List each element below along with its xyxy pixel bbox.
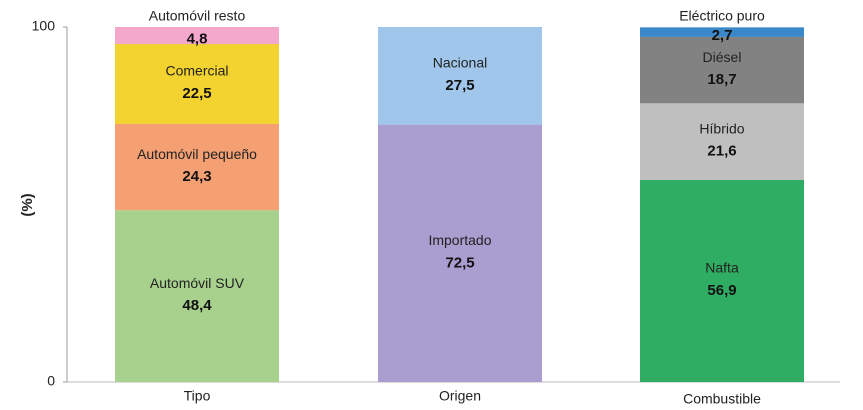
y-tick-label: 0 bbox=[47, 373, 55, 389]
y-tick-label: 100 bbox=[32, 18, 56, 34]
segment-label: Automóvil pequeño bbox=[137, 146, 257, 162]
y-axis-label: (%) bbox=[19, 193, 36, 216]
value-label: 18,7 bbox=[707, 71, 736, 88]
segment-label: Automóvil resto bbox=[149, 8, 246, 24]
segment-label: Nacional bbox=[433, 55, 487, 71]
segment-label: Comercial bbox=[165, 63, 228, 79]
value-label: 72,5 bbox=[445, 254, 474, 271]
segment-label: Eléctrico puro bbox=[679, 8, 765, 24]
value-label: 56,9 bbox=[707, 282, 736, 299]
bar-segment bbox=[115, 27, 279, 45]
value-label: 2,7 bbox=[712, 27, 733, 44]
segment-label: Diésel bbox=[703, 49, 742, 65]
x-tick-label: Tipo bbox=[184, 388, 211, 404]
value-label: 24,3 bbox=[182, 168, 211, 185]
x-tick-label: Combustible bbox=[683, 391, 761, 407]
value-label: 4,8 bbox=[187, 30, 208, 47]
bar-segment bbox=[378, 124, 542, 382]
bar-segment bbox=[640, 103, 804, 181]
bar-segment bbox=[378, 27, 542, 125]
segment-label: Nafta bbox=[705, 260, 739, 276]
bar-segment bbox=[640, 180, 804, 382]
x-tick-label: Origen bbox=[439, 388, 481, 404]
value-label: 22,5 bbox=[182, 85, 211, 102]
bar-segment bbox=[115, 123, 279, 211]
bar-segment bbox=[115, 210, 279, 382]
value-label: 27,5 bbox=[445, 77, 474, 94]
segment-label: Híbrido bbox=[699, 120, 744, 136]
value-label: 21,6 bbox=[707, 143, 736, 160]
bar-segment bbox=[640, 27, 804, 37]
segment-label: Importado bbox=[428, 232, 491, 248]
bar-segment bbox=[115, 44, 279, 124]
segment-label: Automóvil SUV bbox=[150, 275, 245, 291]
bar-segment bbox=[640, 36, 804, 104]
value-label: 48,4 bbox=[182, 297, 212, 314]
